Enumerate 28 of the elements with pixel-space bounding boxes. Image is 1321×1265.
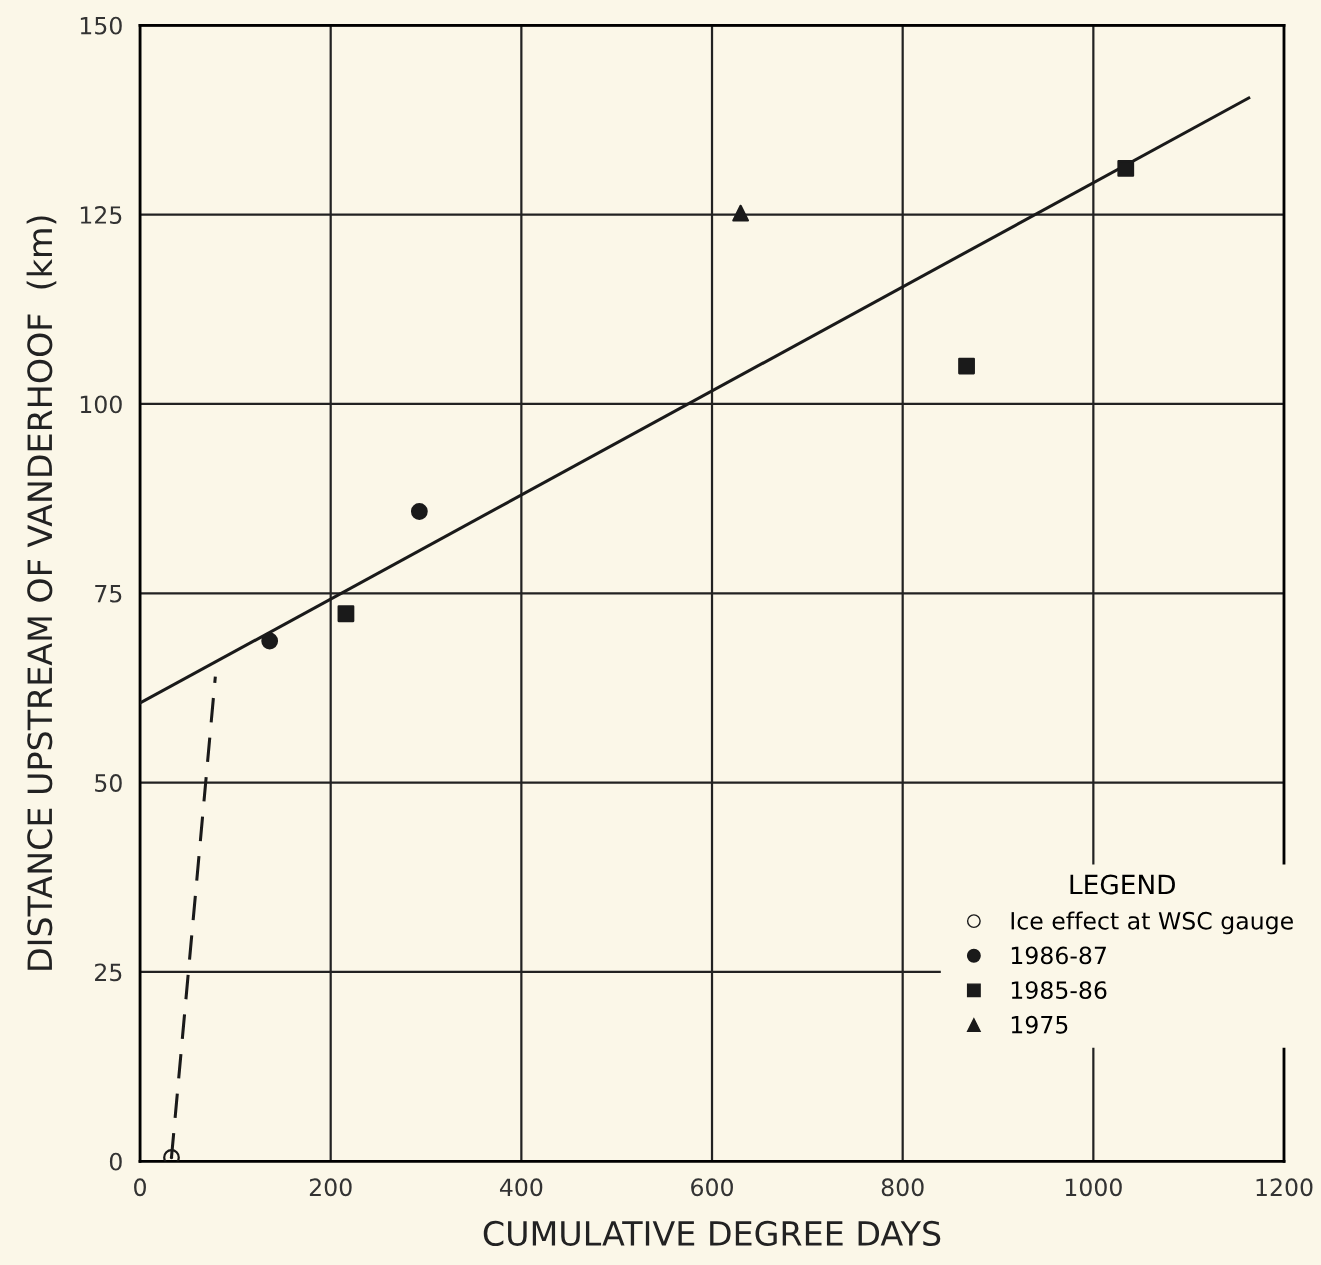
x-tick-label: 600 <box>691 1178 733 1197</box>
point <box>410 503 428 520</box>
point <box>337 605 355 623</box>
x-tick-label: 1200 <box>1256 1178 1313 1197</box>
x-tick-label: 200 <box>309 1178 352 1197</box>
y-tick-label: 0 <box>109 1152 122 1171</box>
point <box>163 1149 180 1162</box>
point <box>1117 160 1135 177</box>
x-tick-label: 1000 <box>1065 1178 1122 1197</box>
x-tick-label: 0 <box>134 1178 146 1197</box>
legend-title: LEGEND <box>1070 874 1175 895</box>
y-axis-title: DISTANCE UPSTREAM OF VANDERHOOF (km) <box>26 216 57 970</box>
y-tick-label: 100 <box>80 395 122 414</box>
legend-label: Ice effect at WSC gauge <box>1011 911 1293 935</box>
y-tick-label: 75 <box>95 585 122 603</box>
x-axis-title: CUMULATIVE DEGREE DAYS <box>483 1220 941 1247</box>
legend-label: 1985-86 <box>1011 981 1107 999</box>
x-tick-label: 800 <box>881 1178 924 1197</box>
y-tick-label: 50 <box>95 774 122 792</box>
legend-label: 1975 <box>1011 1015 1068 1034</box>
legend-label: 1986-87 <box>1011 946 1106 965</box>
point <box>261 632 279 650</box>
y-tick-label: 150 <box>80 16 122 35</box>
y-tick-label: 25 <box>95 963 122 982</box>
point <box>958 357 975 375</box>
x-tick-label: 400 <box>499 1178 543 1197</box>
y-tick-label: 125 <box>80 206 122 224</box>
point <box>732 204 750 222</box>
